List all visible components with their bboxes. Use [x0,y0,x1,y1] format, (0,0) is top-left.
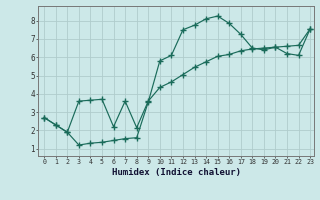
X-axis label: Humidex (Indice chaleur): Humidex (Indice chaleur) [111,168,241,177]
